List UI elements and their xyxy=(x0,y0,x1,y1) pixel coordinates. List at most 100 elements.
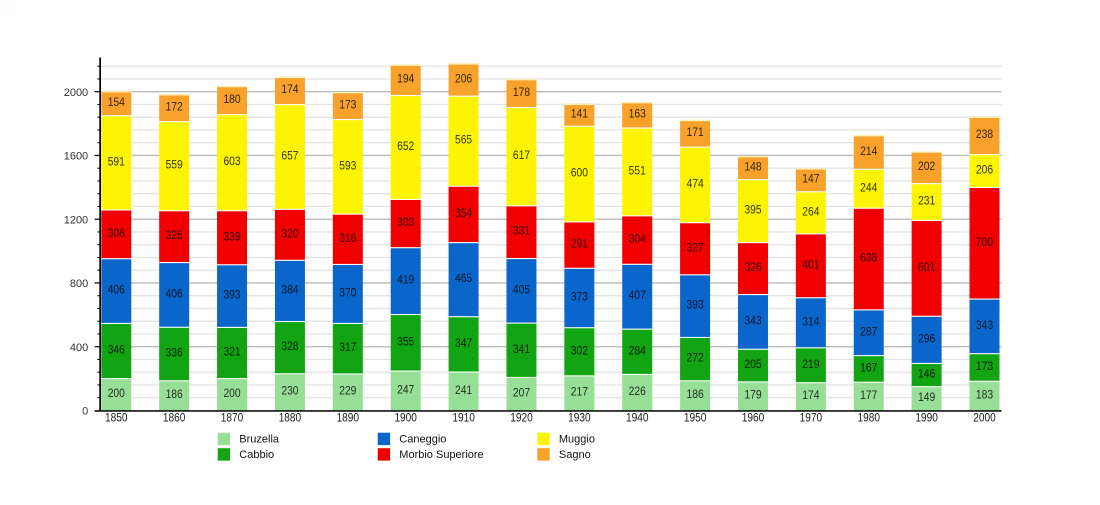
svg-text:141: 141 xyxy=(571,109,588,121)
svg-text:303: 303 xyxy=(397,217,414,229)
svg-text:163: 163 xyxy=(629,109,646,121)
svg-text:296: 296 xyxy=(918,333,935,345)
svg-text:336: 336 xyxy=(166,348,183,360)
svg-text:238: 238 xyxy=(976,129,993,141)
svg-text:1880: 1880 xyxy=(279,411,302,425)
svg-text:205: 205 xyxy=(744,359,761,371)
svg-text:652: 652 xyxy=(397,141,414,153)
svg-text:327: 327 xyxy=(687,242,704,254)
svg-text:346: 346 xyxy=(108,345,125,357)
svg-text:230: 230 xyxy=(281,386,298,398)
svg-text:174: 174 xyxy=(802,390,820,402)
svg-text:200: 200 xyxy=(108,388,125,400)
svg-text:177: 177 xyxy=(860,390,877,402)
svg-text:317: 317 xyxy=(339,342,356,354)
svg-text:407: 407 xyxy=(629,290,646,302)
svg-text:347: 347 xyxy=(455,338,472,350)
svg-text:1950: 1950 xyxy=(684,411,707,425)
svg-text:244: 244 xyxy=(860,182,878,194)
svg-text:167: 167 xyxy=(860,362,877,374)
svg-text:179: 179 xyxy=(744,390,761,402)
svg-text:700: 700 xyxy=(976,237,993,249)
svg-text:393: 393 xyxy=(223,290,240,302)
svg-text:1980: 1980 xyxy=(857,411,880,425)
svg-text:1910: 1910 xyxy=(452,411,475,425)
svg-text:284: 284 xyxy=(629,345,647,357)
svg-text:Sagno: Sagno xyxy=(559,449,591,461)
svg-text:217: 217 xyxy=(571,387,588,399)
svg-text:326: 326 xyxy=(744,262,761,274)
svg-text:171: 171 xyxy=(687,127,704,139)
svg-text:393: 393 xyxy=(687,300,704,312)
svg-text:339: 339 xyxy=(223,231,240,243)
svg-text:186: 186 xyxy=(166,389,183,401)
svg-text:148: 148 xyxy=(744,161,761,173)
svg-text:241: 241 xyxy=(455,385,472,397)
svg-text:406: 406 xyxy=(166,288,183,300)
svg-text:Muggio: Muggio xyxy=(559,434,595,446)
svg-text:400: 400 xyxy=(70,342,88,354)
svg-text:2000: 2000 xyxy=(973,411,996,425)
svg-text:206: 206 xyxy=(976,165,993,177)
svg-text:173: 173 xyxy=(339,99,356,111)
svg-text:172: 172 xyxy=(166,101,183,113)
svg-text:287: 287 xyxy=(860,326,877,338)
svg-text:1930: 1930 xyxy=(568,411,591,425)
svg-text:600: 600 xyxy=(571,168,588,180)
svg-text:325: 325 xyxy=(166,230,183,242)
svg-text:373: 373 xyxy=(571,292,588,304)
svg-text:328: 328 xyxy=(281,341,298,353)
svg-text:272: 272 xyxy=(687,353,704,365)
svg-text:1890: 1890 xyxy=(337,411,360,425)
svg-text:1970: 1970 xyxy=(800,411,823,425)
svg-text:306: 306 xyxy=(108,228,125,240)
svg-text:0: 0 xyxy=(82,406,88,418)
svg-text:214: 214 xyxy=(860,146,878,158)
svg-text:331: 331 xyxy=(513,226,530,238)
svg-text:551: 551 xyxy=(629,165,646,177)
svg-text:314: 314 xyxy=(802,316,820,328)
svg-text:226: 226 xyxy=(629,386,646,398)
svg-text:183: 183 xyxy=(976,389,993,401)
svg-text:343: 343 xyxy=(744,315,761,327)
svg-text:Cabbio: Cabbio xyxy=(239,449,274,461)
svg-text:341: 341 xyxy=(513,344,530,356)
svg-text:406: 406 xyxy=(108,285,125,297)
svg-text:1960: 1960 xyxy=(742,411,765,425)
svg-text:474: 474 xyxy=(687,178,705,190)
svg-text:219: 219 xyxy=(802,359,819,371)
svg-text:Morbio Superiore: Morbio Superiore xyxy=(399,449,483,461)
svg-text:405: 405 xyxy=(513,284,530,296)
svg-text:565: 565 xyxy=(455,135,472,147)
svg-text:207: 207 xyxy=(513,387,530,399)
svg-text:465: 465 xyxy=(455,273,472,285)
svg-text:178: 178 xyxy=(513,87,530,99)
svg-text:320: 320 xyxy=(281,228,298,240)
svg-text:1920: 1920 xyxy=(510,411,533,425)
svg-text:Bruzella: Bruzella xyxy=(239,434,280,446)
svg-text:206: 206 xyxy=(455,73,472,85)
svg-text:401: 401 xyxy=(802,259,819,271)
svg-text:617: 617 xyxy=(513,150,530,162)
svg-text:302: 302 xyxy=(571,345,588,357)
svg-text:Caneggio: Caneggio xyxy=(399,434,446,446)
svg-text:343: 343 xyxy=(976,320,993,332)
svg-text:559: 559 xyxy=(166,160,183,172)
svg-text:354: 354 xyxy=(455,208,473,220)
svg-text:146: 146 xyxy=(918,369,935,381)
svg-text:1940: 1940 xyxy=(626,411,649,425)
svg-text:1990: 1990 xyxy=(915,411,938,425)
svg-text:229: 229 xyxy=(339,386,356,398)
svg-text:147: 147 xyxy=(802,174,819,186)
svg-text:154: 154 xyxy=(108,97,126,109)
svg-text:1870: 1870 xyxy=(221,411,244,425)
svg-text:264: 264 xyxy=(802,206,820,218)
svg-text:247: 247 xyxy=(397,384,414,396)
svg-text:419: 419 xyxy=(397,275,414,287)
svg-text:603: 603 xyxy=(223,156,240,168)
svg-text:304: 304 xyxy=(629,234,647,246)
svg-text:321: 321 xyxy=(223,347,240,359)
svg-text:601: 601 xyxy=(918,262,935,274)
svg-text:194: 194 xyxy=(397,74,415,86)
svg-text:370: 370 xyxy=(339,287,356,299)
